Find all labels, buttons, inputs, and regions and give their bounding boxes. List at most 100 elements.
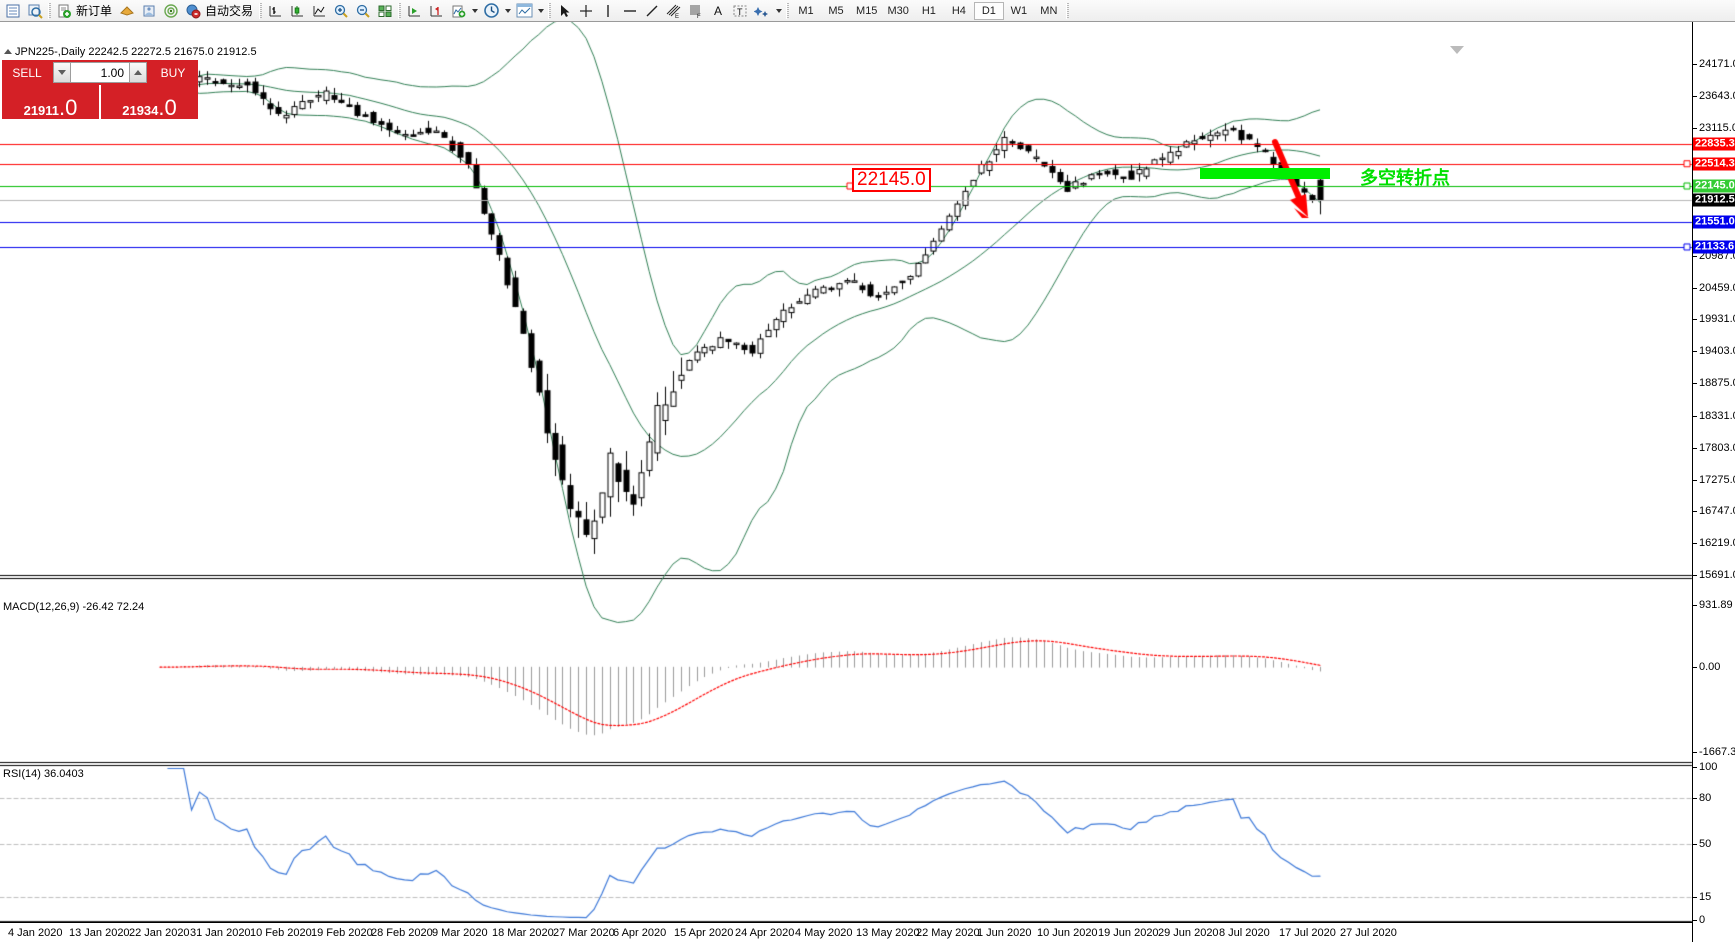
price-axis-label: 19931.0 — [1699, 313, 1735, 326]
chart-canvas[interactable] — [0, 22, 1735, 942]
axis-tick — [1693, 843, 1697, 845]
market-watch-icon[interactable] — [24, 1, 46, 21]
price-level-chip[interactable]: 22514.3 — [1693, 157, 1735, 171]
timeframe-m15[interactable]: M15 — [856, 4, 878, 17]
timeframe-m1[interactable]: M1 — [798, 4, 814, 17]
trendline-icon[interactable] — [641, 1, 663, 21]
zoom-out-icon[interactable] — [352, 1, 374, 21]
timeframe-h4[interactable]: H4 — [951, 4, 966, 17]
timeframe-d1[interactable]: D1 — [973, 1, 1004, 20]
chevron-down-icon[interactable] — [469, 1, 480, 21]
tile-windows-icon[interactable] — [374, 1, 396, 21]
axis-tick — [1693, 351, 1697, 353]
toolbar-separator — [546, 2, 553, 20]
timeframe-mn[interactable]: MN — [1040, 4, 1058, 17]
candlestick-chart-icon[interactable] — [286, 1, 308, 21]
autotrading-icon[interactable] — [182, 1, 204, 21]
shapes-icon[interactable] — [751, 1, 773, 21]
terminal-icon[interactable] — [2, 1, 24, 21]
new-order-icon[interactable] — [53, 1, 75, 21]
axis-tick — [1693, 447, 1697, 449]
volume-increase-button[interactable] — [129, 62, 147, 83]
history-icon[interactable] — [116, 1, 138, 21]
timeframe-m30[interactable]: M30 — [887, 4, 909, 17]
auto-scroll-icon[interactable] — [403, 1, 425, 21]
chart-window[interactable]: JPN225-,Daily 22242.5 22272.5 21675.0 21… — [0, 22, 1735, 942]
macd-axis-label: 931.89 — [1699, 599, 1733, 611]
buy-price[interactable]: 21934.0 — [101, 85, 198, 119]
symbol-header-text: JPN225-,Daily 22242.5 22272.5 21675.0 21… — [15, 46, 257, 58]
collapse-arrow-icon[interactable] — [4, 49, 12, 54]
axis-tick — [1693, 95, 1697, 97]
price-level-chip[interactable]: 21551.0 — [1693, 215, 1735, 229]
chart-shift-icon[interactable] — [425, 1, 447, 21]
sell-button[interactable]: SELL — [2, 60, 52, 85]
highlight-band — [1200, 168, 1330, 179]
horizontal-line-icon[interactable] — [619, 1, 641, 21]
templates-icon[interactable] — [513, 1, 535, 21]
chevron-down-icon[interactable] — [502, 1, 513, 21]
price-level-chip[interactable]: 21133.6 — [1693, 240, 1735, 254]
time-axis[interactable]: 4 Jan 2020 13 Jan 2020 22 Jan 2020 31 Jan 2… — [0, 922, 1692, 942]
toolbar-separator — [396, 2, 403, 20]
axis-tick — [1693, 752, 1697, 753]
price-annotation-label[interactable]: 22145.0 — [852, 168, 931, 192]
turning-point-note[interactable]: 多空转折点 — [1360, 168, 1450, 189]
autotrading-label[interactable]: 自动交易 — [205, 4, 254, 18]
date-axis-label: 19 Feb 2020 — [311, 927, 373, 939]
cursor-icon[interactable] — [553, 1, 575, 21]
date-axis-label: 13 May 2020 — [856, 927, 920, 939]
svg-text:E: E — [675, 14, 679, 19]
price-level-chip[interactable]: 22835.3 — [1693, 137, 1735, 151]
price-axis-label: 18331.0 — [1699, 409, 1735, 422]
zoom-in-icon[interactable] — [330, 1, 352, 21]
text-icon[interactable]: A — [714, 3, 723, 18]
price-level-chip[interactable]: 22145.0 — [1693, 179, 1735, 193]
date-axis-label: 1 Jun 2020 — [977, 927, 1032, 939]
rsi-pane-label: RSI(14) 36.0403 — [3, 768, 84, 780]
rsi-axis-label: 100 — [1699, 761, 1718, 773]
timeframe-w1[interactable]: W1 — [1010, 4, 1028, 17]
price-axis-label: 17275.0 — [1699, 473, 1735, 486]
signal-icon[interactable] — [160, 1, 182, 21]
vertical-line-icon[interactable] — [597, 1, 619, 21]
axis-tick — [1693, 605, 1697, 606]
chevron-down-icon[interactable] — [773, 1, 784, 21]
date-axis-label: 4 May 2020 — [795, 927, 853, 939]
price-axis-label: 23115.0 — [1699, 121, 1735, 134]
period-clock-icon[interactable] — [480, 1, 502, 21]
crosshair-icon[interactable] — [575, 1, 597, 21]
axis-tick — [1693, 667, 1697, 669]
volume-decrease-button[interactable] — [53, 62, 71, 83]
text-label-icon[interactable]: T — [729, 1, 751, 21]
chart-scroll-caret-icon[interactable] — [1450, 46, 1464, 54]
price-level-chip[interactable]: 21912.5 — [1693, 193, 1735, 207]
volume-input[interactable]: 1.00 — [71, 62, 129, 83]
price-axis-label: 16219.0 — [1699, 537, 1735, 550]
new-order-label[interactable]: 新订单 — [76, 4, 113, 18]
date-axis-label: 9 Mar 2020 — [432, 927, 488, 939]
date-axis-label: 22 Jan 2020 — [129, 927, 190, 939]
date-axis-label: 15 Apr 2020 — [674, 927, 734, 939]
order-panel[interactable]: SELL 1.00 BUY 21911.0 21934.0 — [2, 60, 198, 119]
sell-price[interactable]: 21911.0 — [2, 85, 99, 119]
rsi-axis-label: 50 — [1699, 837, 1712, 850]
axis-tick — [1693, 255, 1697, 257]
price-axis-label: 19403.0 — [1699, 345, 1735, 358]
price-axis-label: 23643.0 — [1699, 89, 1735, 102]
price-axis[interactable]: 24171.0 23643.0 23115.0 20987.0 20459.0 19931… — [1692, 22, 1735, 942]
macd-pane-label: MACD(12,26,9) -26.42 72.24 — [3, 601, 145, 613]
chevron-down-icon[interactable] — [535, 1, 546, 21]
buy-button[interactable]: BUY — [148, 60, 198, 85]
date-axis-label: 31 Jan 2020 — [190, 927, 251, 939]
fibonacci-icon[interactable]: F — [685, 1, 707, 21]
line-chart-icon[interactable] — [308, 1, 330, 21]
timeframe-h1[interactable]: H1 — [921, 4, 936, 17]
indicators-icon[interactable] — [447, 1, 469, 21]
news-icon[interactable] — [138, 1, 160, 21]
timeframe-m5[interactable]: M5 — [828, 4, 844, 17]
main-toolbar: 新订单 自动交易 — [0, 0, 1735, 22]
bar-chart-icon[interactable] — [264, 1, 286, 21]
equidistant-channel-icon[interactable]: E — [663, 1, 685, 21]
volume-stepper[interactable]: 1.00 — [52, 60, 148, 85]
